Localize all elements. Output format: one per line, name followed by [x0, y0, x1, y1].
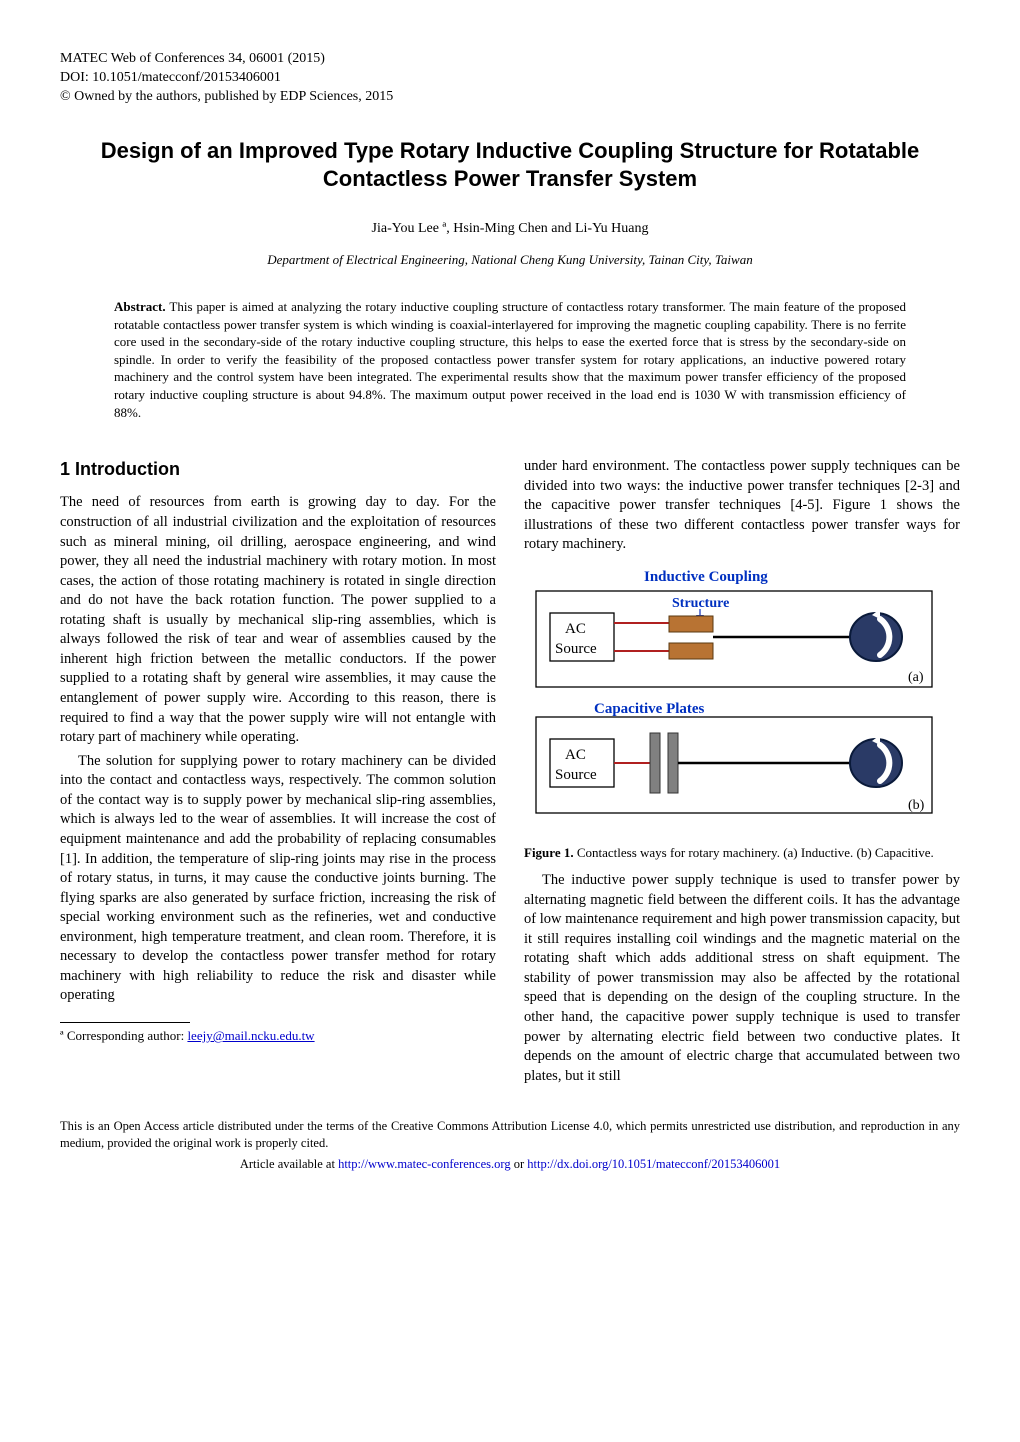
fig1a-coil-primary	[669, 616, 713, 632]
article-available: Article available at http://www.matec-co…	[60, 1156, 960, 1173]
article-avail-prefix: Article available at	[240, 1157, 338, 1171]
intro-para-1: The need of resources from earth is grow…	[60, 493, 496, 747]
license-text: This is an Open Access article distribut…	[60, 1118, 960, 1152]
figure-1-svg: Inductive Coupling Structure AC Source	[524, 561, 944, 831]
fig1a-coil-secondary	[669, 643, 713, 659]
fig1a-ac: AC	[565, 621, 586, 637]
section-1-heading: 1 Introduction	[60, 457, 496, 481]
figure-1-caption-label: Figure 1.	[524, 845, 574, 860]
footnote-label: ª Corresponding author:	[60, 1028, 187, 1043]
intro-para-4: The inductive power supply technique is …	[524, 871, 960, 1086]
paper-title: Design of an Improved Type Rotary Induct…	[100, 137, 920, 194]
article-url-1[interactable]: http://www.matec-conferences.org	[338, 1157, 511, 1171]
footnote-rule	[60, 1022, 190, 1023]
fig1a-source: Source	[555, 641, 597, 657]
fig1a-sub: (a)	[908, 670, 924, 685]
fig1b-source: Source	[555, 767, 597, 783]
copyright-line: © Owned by the authors, published by EDP…	[60, 88, 960, 107]
fig1a-motor-body	[850, 613, 902, 661]
article-url-2[interactable]: http://dx.doi.org/10.1051/matecconf/2015…	[527, 1157, 780, 1171]
fig1a-title-structure: Structure	[672, 596, 729, 611]
figure-1: Inductive Coupling Structure AC Source	[524, 561, 960, 861]
abstract-text: This paper is aimed at analyzing the rot…	[114, 299, 906, 419]
fig1b-sub: (b)	[908, 798, 925, 813]
footnote: ª Corresponding author: leejy@mail.ncku.…	[60, 1027, 496, 1045]
figure-1-caption-text: Contactless ways for rotary machinery. (…	[574, 845, 934, 860]
intro-para-3: under hard environment. The contactless …	[524, 457, 960, 555]
authors: Jia-You Lee ª, Hsin-Ming Chen and Li-Yu …	[60, 220, 960, 239]
article-avail-mid: or	[511, 1157, 528, 1171]
intro-para-2: The solution for supplying power to rota…	[60, 752, 496, 1006]
right-column: under hard environment. The contactless …	[524, 457, 960, 1090]
journal-line: MATEC Web of Conferences 34, 06001 (2015…	[60, 50, 960, 69]
left-column: 1 Introduction The need of resources fro…	[60, 457, 496, 1090]
journal-info: MATEC Web of Conferences 34, 06001 (2015…	[60, 50, 960, 107]
affiliation: Department of Electrical Engineering, Na…	[60, 251, 960, 269]
fig1b-ac: AC	[565, 747, 586, 763]
figure-1-caption: Figure 1. Contactless ways for rotary ma…	[524, 844, 960, 862]
fig1a-title-inductive: Inductive Coupling	[644, 569, 768, 585]
footnote-email-link[interactable]: leejy@mail.ncku.edu.tw	[187, 1028, 314, 1043]
abstract-label: Abstract.	[114, 299, 166, 314]
fig1b-motor-body	[850, 739, 902, 787]
fig1b-plate-right	[668, 733, 678, 793]
abstract: Abstract. This paper is aimed at analyzi…	[114, 298, 906, 421]
two-column-body: 1 Introduction The need of resources fro…	[60, 457, 960, 1090]
fig1b-title: Capacitive Plates	[594, 701, 705, 717]
doi-line: DOI: 10.1051/matecconf/20153406001	[60, 69, 960, 88]
fig1b-plate-left	[650, 733, 660, 793]
